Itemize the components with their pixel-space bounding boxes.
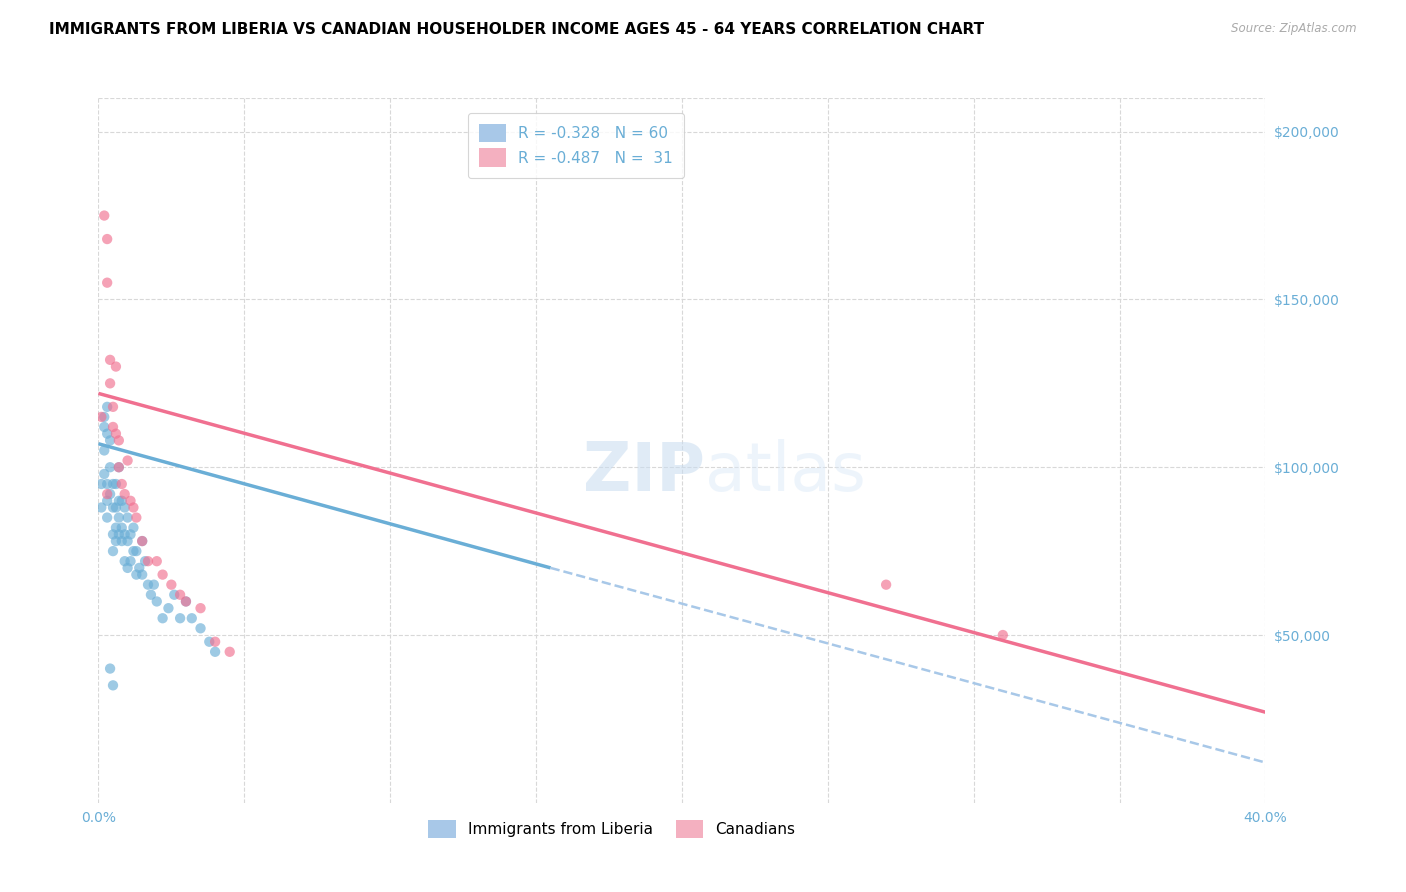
- Point: [98, 460, 121, 475]
- Point: [122, 544, 145, 558]
- Point: [96, 232, 118, 246]
- Point: [169, 611, 191, 625]
- Point: [98, 376, 121, 391]
- Point: [101, 678, 124, 692]
- Point: [117, 453, 139, 467]
- Point: [96, 400, 118, 414]
- Point: [96, 493, 118, 508]
- Point: [139, 588, 162, 602]
- Point: [114, 527, 136, 541]
- Point: [108, 434, 131, 448]
- Point: [98, 352, 121, 367]
- Point: [117, 561, 139, 575]
- Point: [125, 510, 148, 524]
- Point: [174, 594, 197, 608]
- Point: [120, 527, 142, 541]
- Point: [108, 527, 131, 541]
- Point: [117, 510, 139, 524]
- Point: [104, 534, 127, 549]
- Point: [146, 554, 169, 568]
- Point: [111, 521, 134, 535]
- Point: [93, 409, 115, 424]
- Point: [991, 628, 1014, 642]
- Point: [90, 477, 112, 491]
- Point: [108, 460, 131, 475]
- Point: [114, 554, 136, 568]
- Text: IMMIGRANTS FROM LIBERIA VS CANADIAN HOUSEHOLDER INCOME AGES 45 - 64 YEARS CORREL: IMMIGRANTS FROM LIBERIA VS CANADIAN HOUS…: [49, 22, 984, 37]
- Point: [96, 510, 118, 524]
- Point: [125, 567, 148, 582]
- Point: [111, 493, 134, 508]
- Point: [98, 487, 121, 501]
- Point: [111, 477, 134, 491]
- Point: [104, 521, 127, 535]
- Point: [104, 500, 127, 515]
- Point: [131, 534, 153, 549]
- Point: [163, 588, 186, 602]
- Point: [108, 460, 131, 475]
- Point: [96, 487, 118, 501]
- Point: [90, 500, 112, 515]
- Point: [93, 209, 115, 223]
- Point: [174, 594, 197, 608]
- Point: [114, 500, 136, 515]
- Point: [131, 567, 153, 582]
- Point: [125, 544, 148, 558]
- Point: [96, 477, 118, 491]
- Point: [152, 611, 174, 625]
- Text: atlas: atlas: [706, 439, 866, 505]
- Point: [90, 409, 112, 424]
- Point: [108, 493, 131, 508]
- Point: [204, 634, 226, 648]
- Point: [96, 426, 118, 441]
- Point: [136, 577, 159, 591]
- Point: [93, 467, 115, 481]
- Point: [104, 426, 127, 441]
- Point: [111, 534, 134, 549]
- Point: [134, 554, 156, 568]
- Text: ZIP: ZIP: [583, 439, 706, 505]
- Point: [169, 588, 191, 602]
- Point: [114, 487, 136, 501]
- Point: [152, 567, 174, 582]
- Point: [101, 500, 124, 515]
- Point: [101, 477, 124, 491]
- Point: [136, 554, 159, 568]
- Point: [104, 359, 127, 374]
- Point: [157, 601, 180, 615]
- Point: [93, 443, 115, 458]
- Point: [190, 621, 212, 635]
- Point: [93, 420, 115, 434]
- Point: [120, 554, 142, 568]
- Point: [218, 645, 240, 659]
- Point: [108, 510, 131, 524]
- Legend: Immigrants from Liberia, Canadians: Immigrants from Liberia, Canadians: [422, 814, 801, 845]
- Point: [128, 561, 150, 575]
- Point: [96, 276, 118, 290]
- Point: [101, 527, 124, 541]
- Point: [104, 477, 127, 491]
- Point: [180, 611, 202, 625]
- Point: [117, 534, 139, 549]
- Point: [160, 577, 183, 591]
- Point: [101, 420, 124, 434]
- Point: [122, 500, 145, 515]
- Point: [101, 400, 124, 414]
- Point: [875, 577, 897, 591]
- Point: [98, 662, 121, 676]
- Point: [101, 544, 124, 558]
- Point: [142, 577, 165, 591]
- Point: [204, 645, 226, 659]
- Point: [98, 434, 121, 448]
- Point: [198, 634, 221, 648]
- Point: [120, 493, 142, 508]
- Text: Source: ZipAtlas.com: Source: ZipAtlas.com: [1232, 22, 1357, 36]
- Point: [131, 534, 153, 549]
- Point: [122, 521, 145, 535]
- Point: [146, 594, 169, 608]
- Point: [190, 601, 212, 615]
